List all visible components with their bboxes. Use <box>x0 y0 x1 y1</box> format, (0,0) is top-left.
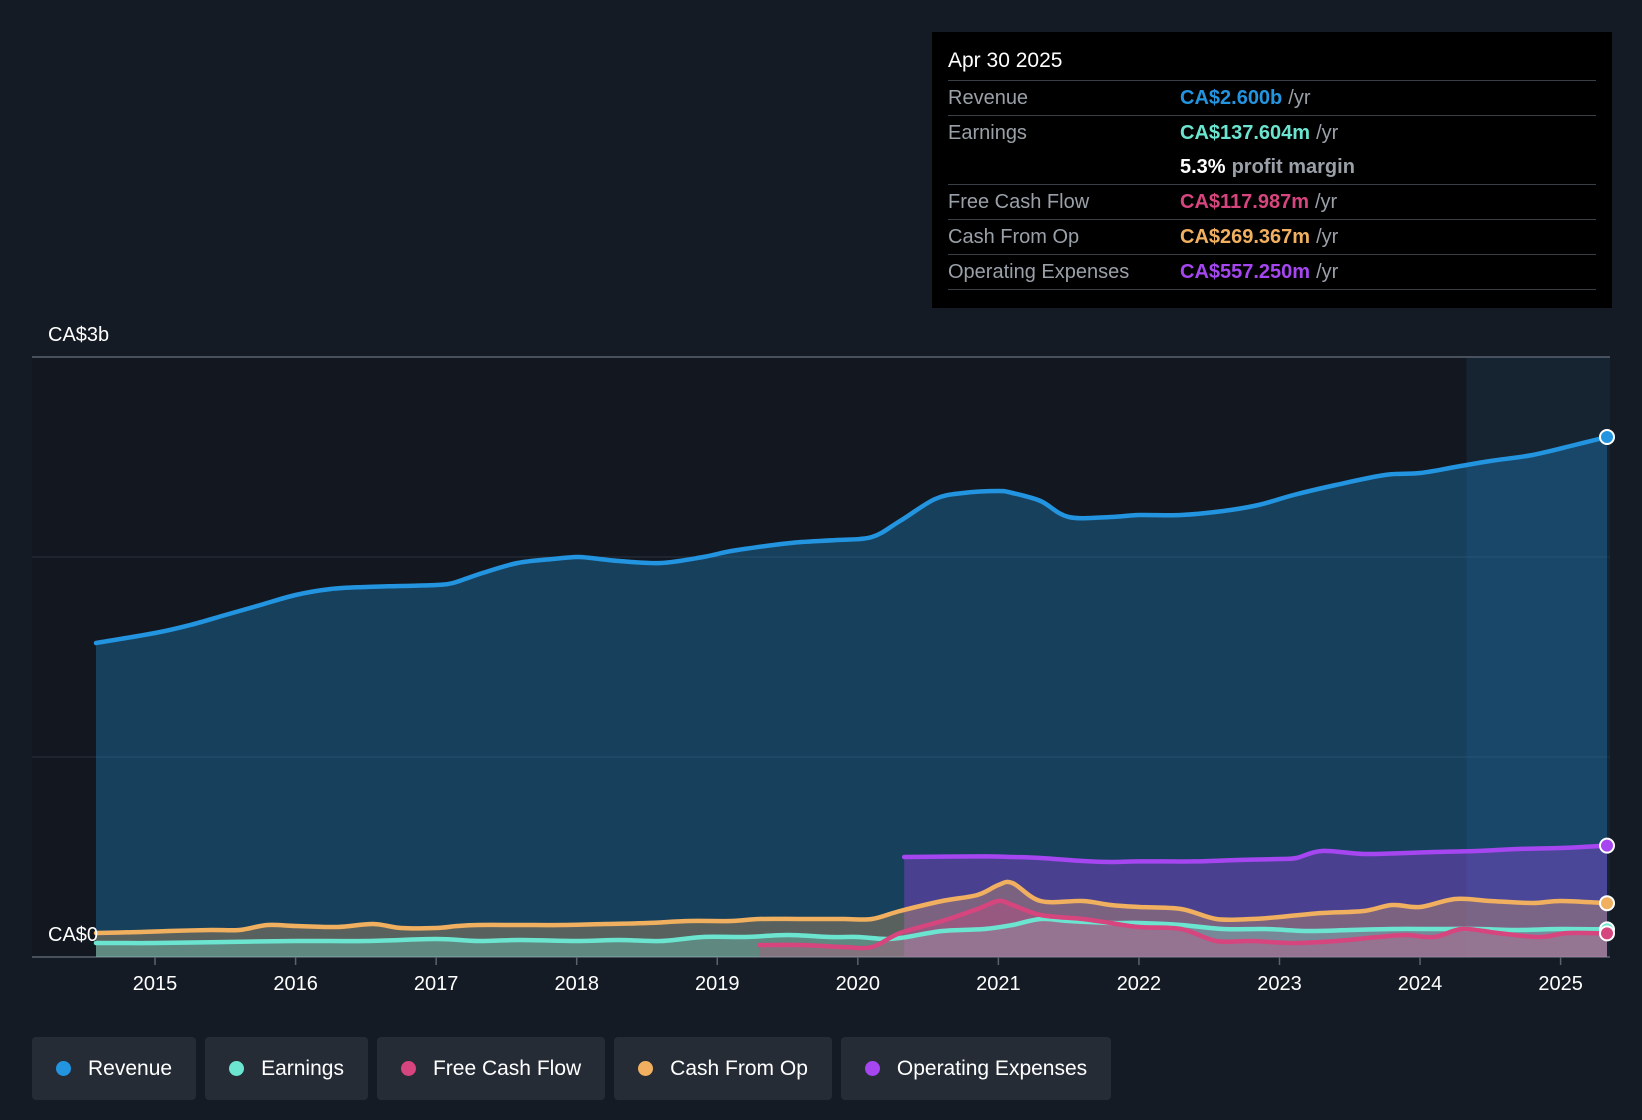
tooltip-unit-earnings: /yr <box>1316 121 1339 144</box>
x-tick-label-2023: 2023 <box>1257 973 1302 995</box>
tooltip-value-cfo: CA$269.367m <box>1180 225 1311 248</box>
endpoint-opex[interactable] <box>1599 837 1615 854</box>
legend-item-earnings[interactable]: Earnings <box>205 1037 368 1100</box>
line-revenue <box>93 434 1610 646</box>
legend-dot-fcf <box>400 1061 416 1076</box>
series-lines <box>93 434 1610 951</box>
area-revenue <box>96 437 1607 957</box>
tooltip-label-fcf: Free Cash Flow <box>948 190 1090 213</box>
tooltip-row-opex: Operating Expenses CA$557.250m /yr <box>948 255 1596 290</box>
series-endpoints <box>1599 429 1615 942</box>
tooltip-label-revenue: Revenue <box>948 86 1029 109</box>
tooltip-unit-fcf: /yr <box>1314 190 1338 213</box>
line-earnings <box>93 916 1610 946</box>
tooltip-value-revenue: CA$2.600b <box>1180 86 1283 109</box>
x-tick-label-2019: 2019 <box>695 973 740 995</box>
legend-dot-opex <box>864 1061 880 1076</box>
tooltip-value-fcf: CA$117.987m <box>1180 190 1309 213</box>
tooltip-row-revenue: Revenue CA$2.600b /yr <box>948 81 1596 116</box>
tooltip-unit-opex: /yr <box>1316 260 1339 283</box>
x-axis-ticks: 2015 2016 2017 2018 2019 2020 2021 2022 2023 2024… <box>133 957 1583 995</box>
x-tick-label-2016: 2016 <box>273 973 318 995</box>
tooltip-label-earnings: Earnings <box>948 121 1027 144</box>
line-cfo <box>93 879 1610 936</box>
y-tick-label-0: CA$0 <box>48 924 98 946</box>
legend-dot-cfo <box>638 1061 654 1076</box>
x-tick-label-2020: 2020 <box>836 973 881 995</box>
legend-label-earnings: Earnings <box>261 1056 344 1080</box>
legend-item-revenue[interactable]: Revenue <box>32 1037 197 1100</box>
tooltip-unit-revenue: /yr <box>1288 86 1311 109</box>
tooltip-margin-pct: 5.3% <box>1180 155 1226 178</box>
tooltip-row-cfo: Cash From Op CA$269.367m /yr <box>948 220 1596 255</box>
legend-label-fcf: Free Cash Flow <box>432 1056 582 1080</box>
forecast-band <box>1466 357 1610 957</box>
tooltip-label-cfo: Cash From Op <box>948 225 1080 248</box>
legend-item-opex[interactable]: Operating Expenses <box>840 1037 1112 1100</box>
legend: Revenue Earnings Free Cash Flow Cash Fro… <box>32 1037 1112 1100</box>
x-tick-label-2025: 2025 <box>1538 973 1583 995</box>
area-fcf <box>759 900 1607 957</box>
endpoint-fcf[interactable] <box>1599 925 1615 942</box>
legend-item-cfo[interactable]: Cash From Op <box>614 1037 832 1100</box>
legend-label-revenue: Revenue <box>88 1056 173 1080</box>
tooltip-value-opex: CA$557.250m <box>1180 260 1311 283</box>
tooltip-row-margin: 5.3% profit margin <box>948 150 1596 185</box>
endpoint-cfo[interactable] <box>1599 895 1615 912</box>
x-tick-label-2015: 2015 <box>133 973 178 995</box>
x-tick-label-2021: 2021 <box>976 973 1021 995</box>
y-tick-label-3: CA$3b <box>48 324 109 346</box>
plot-background <box>32 357 1610 957</box>
tooltip-row-fcf: Free Cash Flow CA$117.987m /yr <box>948 185 1596 220</box>
tooltip: Apr 30 2025 Revenue CA$2.600b /yr Earnin… <box>932 32 1612 308</box>
y-axis-labels: CA$3b CA$0 <box>48 324 109 946</box>
legend-dot-earnings <box>229 1061 245 1076</box>
legend-label-opex: Operating Expenses <box>896 1056 1088 1080</box>
tooltip-unit-cfo: /yr <box>1316 225 1339 248</box>
x-tick-label-2024: 2024 <box>1398 973 1443 995</box>
line-fcf <box>757 898 1610 951</box>
tooltip-date: Apr 30 2025 <box>948 46 1596 81</box>
tooltip-value-earnings: CA$137.604m <box>1180 121 1311 144</box>
x-tick-label-2018: 2018 <box>554 973 599 995</box>
legend-item-fcf[interactable]: Free Cash Flow <box>376 1037 606 1100</box>
legend-label-cfo: Cash From Op <box>670 1056 808 1080</box>
x-tick-label-2017: 2017 <box>414 973 459 995</box>
legend-dot-revenue <box>56 1061 71 1076</box>
tooltip-margin-text: profit margin <box>1231 155 1355 178</box>
tooltip-row-earnings: Earnings CA$137.604m /yr <box>948 116 1596 150</box>
line-opex <box>901 843 1610 865</box>
x-tick-label-2022: 2022 <box>1117 973 1162 995</box>
endpoint-revenue[interactable] <box>1599 429 1615 445</box>
tooltip-label-opex: Operating Expenses <box>948 260 1130 283</box>
